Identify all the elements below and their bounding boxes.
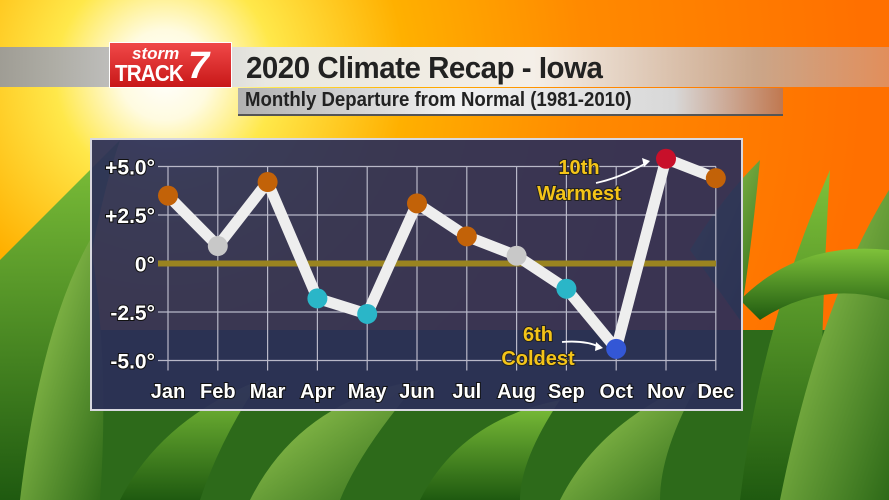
x-tick-label: Jun: [399, 381, 435, 403]
x-tick-label: May: [348, 381, 388, 403]
annotation-coldest-label: Coldest: [501, 348, 575, 370]
x-tick-label: Mar: [250, 381, 286, 403]
series-line: [164, 153, 718, 355]
annotation-warmest-label: Warmest: [537, 183, 621, 205]
y-tick-label: -5.0°: [110, 351, 155, 374]
x-tick-label: Feb: [200, 381, 236, 403]
x-tick-label: Jul: [452, 381, 481, 403]
data-point-nov: [656, 148, 676, 169]
data-point-jul: [456, 226, 477, 247]
data-point-apr: [307, 288, 328, 309]
x-tick-label: Oct: [600, 381, 634, 403]
y-tick-label: -2.5°: [110, 302, 155, 325]
y-tick-label: +2.5°: [105, 205, 155, 228]
data-point-mar: [257, 172, 278, 193]
stormtrack7-logo: storm TRACK 7: [109, 42, 232, 88]
logo-number: 7: [188, 45, 210, 87]
annotation-warmest-rank: 10th: [558, 157, 599, 179]
data-point-dec: [705, 168, 726, 189]
x-tick-label: Sep: [548, 381, 585, 403]
data-point-jun: [407, 193, 427, 214]
y-tick-label: 0°: [135, 254, 155, 277]
annotation-coldest-rank: 6th: [523, 324, 553, 346]
x-tick-label: Dec: [697, 381, 734, 403]
subtitle-band: [238, 88, 783, 116]
data-point-jan: [158, 185, 178, 206]
page-subtitle: Monthly Departure from Normal (1981-2010…: [245, 89, 632, 111]
page-title: 2020 Climate Recap - Iowa: [246, 50, 603, 85]
logo-text-track: TRACK: [115, 60, 184, 86]
logo-text-storm: storm: [132, 44, 180, 63]
x-tick-label: Aug: [497, 381, 536, 403]
x-tick-label: Nov: [647, 381, 686, 403]
data-point-feb: [207, 236, 228, 257]
data-point-sep: [556, 278, 577, 299]
x-tick-label: Jan: [151, 381, 185, 403]
x-tick-label: Apr: [300, 381, 335, 403]
y-tick-label: +5.0°: [105, 157, 155, 180]
data-point-aug: [506, 245, 527, 266]
arrowhead-coldest: [595, 342, 603, 351]
arrow-warmest: [595, 161, 649, 184]
data-point-oct: [606, 338, 627, 359]
data-point-may: [357, 303, 378, 324]
arrowhead-warmest: [642, 158, 650, 167]
